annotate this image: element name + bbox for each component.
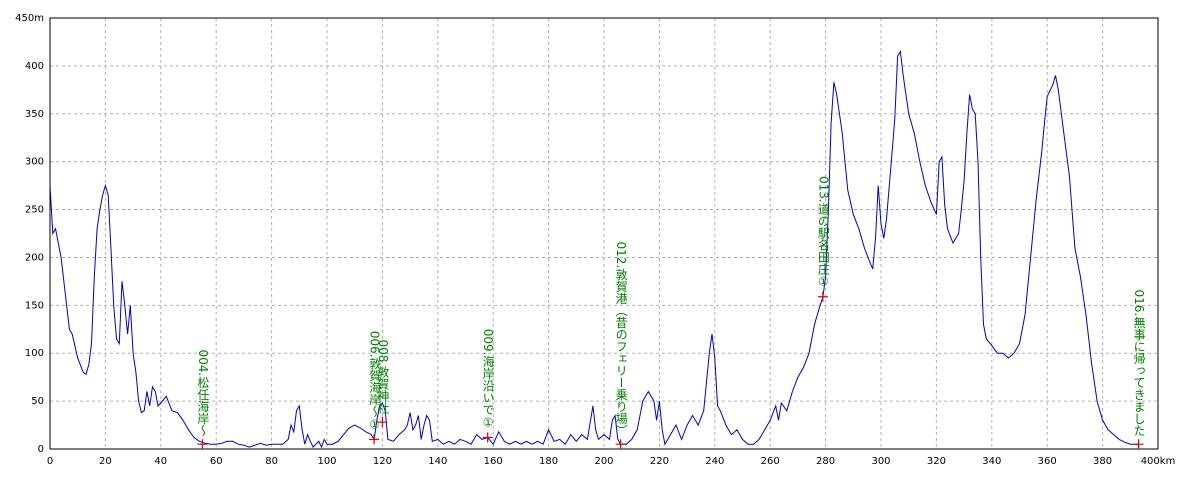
waypoint-marker <box>1133 439 1144 450</box>
waypoint-marker <box>197 439 208 450</box>
waypoint-label: 006.敦賀海岸～① <box>368 331 382 432</box>
y-tick-label: 150 <box>25 300 44 311</box>
x-tick-label: 60 <box>210 456 223 467</box>
y-tick-label: 400 <box>25 61 44 72</box>
waypoint-marker <box>482 432 493 443</box>
waypoint-marker <box>817 291 828 302</box>
y-tick-label: 300 <box>25 157 44 168</box>
y-tick-label: 350 <box>25 109 44 120</box>
y-tick-label: 50 <box>31 396 44 407</box>
waypoint-label: 008.敦賀神社 <box>376 339 390 414</box>
y-tick-label: 0 <box>38 444 44 455</box>
x-tick-label: 40 <box>154 456 167 467</box>
waypoint-label: 009.海岸沿いで① <box>481 329 495 430</box>
x-tick-label: 300 <box>871 456 890 467</box>
x-tick-label: 220 <box>650 456 669 467</box>
waypoint-marker <box>369 434 380 445</box>
x-tick-label: 380 <box>1093 456 1112 467</box>
x-tick-label: 160 <box>484 456 503 467</box>
y-tick-label: 450m <box>15 13 44 24</box>
y-tick-label: 200 <box>25 252 44 263</box>
elevation-line <box>49 49 1139 449</box>
x-tick-label: 180 <box>539 456 558 467</box>
x-tick-label: 120 <box>373 456 392 467</box>
x-tick-label: 340 <box>982 456 1001 467</box>
waypoint-label: 012.敦賀港（昔のフェリー乗り場） <box>614 241 628 436</box>
x-tick-label: 80 <box>265 456 278 467</box>
x-tick-label: 320 <box>927 456 946 467</box>
plot-frame <box>49 17 1159 450</box>
y-tick-label: 250 <box>25 205 44 216</box>
y-tick-label: 100 <box>25 348 44 359</box>
waypoint-label: 004.松任海岸～ <box>196 349 210 436</box>
x-tick-label: 280 <box>816 456 835 467</box>
waypoint-label: 013.道の駅名田庄① <box>816 176 830 289</box>
x-tick-label: 240 <box>705 456 724 467</box>
waypoint-label: 016.無事に帰ってきました <box>1132 289 1146 436</box>
x-tick-label: 200 <box>594 456 613 467</box>
waypoint-marker <box>377 417 388 428</box>
x-tick-label: 20 <box>99 456 112 467</box>
x-tick-label: 400km <box>1141 456 1176 467</box>
x-tick-label: 140 <box>428 456 447 467</box>
x-tick-label: 100 <box>317 456 336 467</box>
x-tick-label: 360 <box>1038 456 1057 467</box>
x-tick-label: 0 <box>47 456 53 467</box>
waypoint-marker <box>615 439 626 450</box>
x-tick-label: 260 <box>761 456 780 467</box>
